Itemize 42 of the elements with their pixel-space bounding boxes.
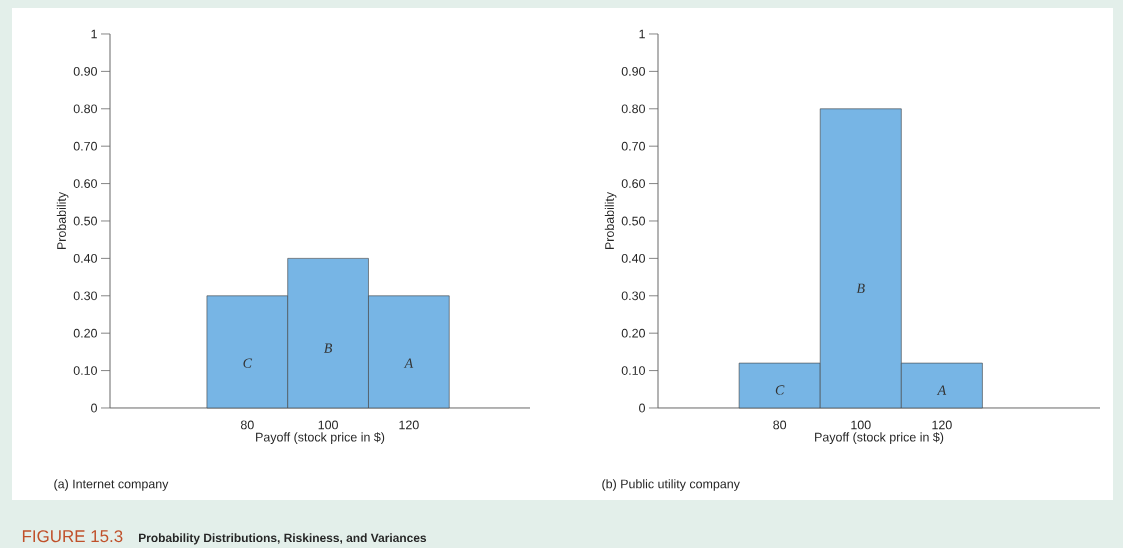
text: (a) Internet company xyxy=(54,479,169,491)
y-tick-label: 0.30 xyxy=(621,291,645,301)
x-tick-label: 80 xyxy=(773,420,787,430)
data-label: A xyxy=(403,358,414,368)
y-tick-label: 0.50 xyxy=(73,216,97,226)
y-tick-label: 0.80 xyxy=(73,104,97,114)
data-label: C xyxy=(775,385,785,395)
y-tick-label: 0.60 xyxy=(621,179,645,188)
data-label: B xyxy=(856,283,865,293)
y-tick-label: 0.10 xyxy=(73,366,97,375)
x-tick-label: 120 xyxy=(399,420,419,430)
x-tick-label: 100 xyxy=(851,420,871,430)
y-axis-title: Probability xyxy=(56,191,69,250)
text: Probability Distributions, Riskiness, and Variances xyxy=(139,533,427,545)
y-axis-title: Probability xyxy=(604,191,617,250)
y-tick-label: 0.70 xyxy=(73,141,97,151)
x-tick-label: 80 xyxy=(240,420,254,430)
data-label: C xyxy=(243,358,253,368)
y-tick-label: 0 xyxy=(639,403,645,413)
x-axis-title: Payoff (stock price in $) xyxy=(815,432,944,444)
y-tick-label: 0.20 xyxy=(73,328,97,338)
y-tick-label: 0 xyxy=(91,403,97,413)
y-tick-label: 0.40 xyxy=(621,253,645,263)
text: (b) Public utility company xyxy=(602,479,740,491)
y-tick-label: 0.90 xyxy=(73,66,97,76)
y-tick-label: 1 xyxy=(639,29,645,39)
caption: FIGURE 15.3 xyxy=(22,530,123,543)
y-tick-label: 0.20 xyxy=(621,328,645,338)
data-label: B xyxy=(323,343,333,353)
y-tick-label: 0.50 xyxy=(621,216,645,226)
y-tick-label: 0.70 xyxy=(621,141,645,151)
y-tick-label: 0.90 xyxy=(621,66,645,76)
x-tick-label: 120 xyxy=(932,420,952,430)
y-tick-label: 0.10 xyxy=(621,366,645,375)
y-tick-label: 0.60 xyxy=(73,179,97,188)
data-label: A xyxy=(936,385,947,395)
y-tick-label: 1 xyxy=(91,29,97,39)
x-tick-label: 100 xyxy=(318,420,338,430)
y-tick-label: 0.30 xyxy=(73,291,97,301)
y-tick-label: 0.40 xyxy=(73,253,97,263)
y-tick-label: 0.80 xyxy=(621,104,645,114)
x-axis-title: Payoff (stock price in $) xyxy=(256,432,385,444)
